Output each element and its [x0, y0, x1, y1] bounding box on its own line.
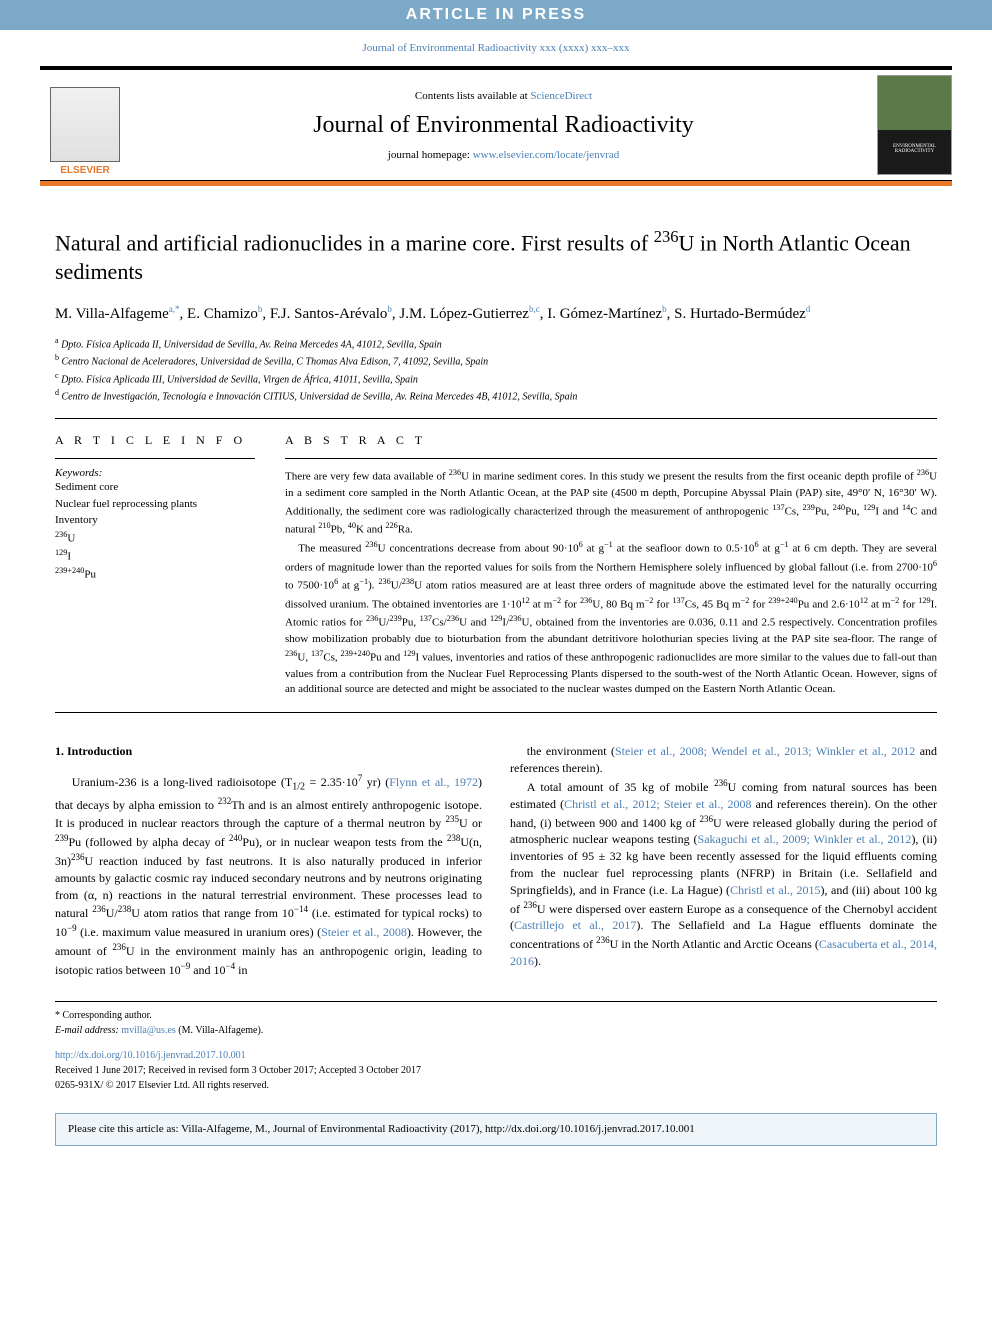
cover-thumb-text: ENVIRONMENTAL RADIOACTIVITY: [882, 144, 947, 154]
journal-title: Journal of Environmental Radioactivity: [130, 112, 877, 139]
elsevier-logo: ELSEVIER: [40, 70, 130, 180]
abstract-paragraph: There are very few data available of 236…: [285, 467, 937, 539]
email-link[interactable]: mvilla@us.es: [121, 1025, 175, 1036]
article-info-label: A R T I C L E I N F O: [55, 433, 255, 448]
affiliation-line: b Centro Nacional de Aceleradores, Unive…: [55, 352, 937, 369]
meta-row: A R T I C L E I N F O Keywords: Sediment…: [55, 433, 937, 698]
masthead: ELSEVIER Contents lists available at Sci…: [40, 69, 952, 181]
footnotes: * Corresponding author. E-mail address: …: [55, 1001, 937, 1038]
affiliation-line: d Centro de Investigación, Tecnología e …: [55, 387, 937, 404]
article-in-press-banner: ARTICLE IN PRESS: [0, 0, 992, 30]
introduction-heading: 1. Introduction: [55, 743, 482, 760]
email-label: E-mail address:: [55, 1025, 121, 1036]
elsevier-label: ELSEVIER: [60, 165, 109, 176]
keywords-list: Sediment coreNuclear fuel reprocessing p…: [55, 479, 255, 583]
rule-above-meta: [55, 418, 937, 419]
doi-block: http://dx.doi.org/10.1016/j.jenvrad.2017…: [55, 1048, 937, 1093]
keywords-rule: [55, 458, 255, 459]
contents-prefix: Contents lists available at: [415, 90, 530, 102]
issn-line: 0265-931X/ © 2017 Elsevier Ltd. All righ…: [55, 1080, 269, 1091]
elsevier-tree-icon: [50, 87, 120, 162]
journal-reference-line: Journal of Environmental Radioactivity x…: [0, 30, 992, 66]
affiliation-line: a Dpto. Física Aplicada II, Universidad …: [55, 335, 937, 352]
authors: M. Villa-Alfagemea,*, E. Chamizob, F.J. …: [55, 303, 937, 326]
body-column-right: the environment (Steier et al., 2008; We…: [510, 743, 937, 978]
corresponding-author: * Corresponding author.: [55, 1008, 937, 1023]
sciencedirect-link[interactable]: ScienceDirect: [530, 90, 592, 102]
keywords-label: Keywords:: [55, 467, 255, 479]
masthead-center: Contents lists available at ScienceDirec…: [130, 80, 877, 171]
body-column-left: 1. Introduction Uranium-236 is a long-li…: [55, 743, 482, 978]
rule-below-abstract: [55, 712, 937, 713]
journal-cover-thumbnail: ENVIRONMENTAL RADIOACTIVITY: [877, 75, 952, 175]
masthead-bottom-rule: [40, 181, 952, 186]
affiliations: a Dpto. Física Aplicada II, Universidad …: [55, 335, 937, 404]
affiliation-line: c Dpto. Física Aplicada III, Universidad…: [55, 370, 937, 387]
keywords-column: A R T I C L E I N F O Keywords: Sediment…: [55, 433, 255, 698]
email-line: E-mail address: mvilla@us.es (M. Villa-A…: [55, 1023, 937, 1038]
intro-left-paragraph: Uranium-236 is a long-lived radioisotope…: [55, 772, 482, 978]
abstract-text: There are very few data available of 236…: [285, 467, 937, 698]
doi-link[interactable]: http://dx.doi.org/10.1016/j.jenvrad.2017…: [55, 1050, 246, 1061]
abstract-rule: [285, 458, 937, 459]
article-container: Natural and artificial radionuclides in …: [55, 226, 937, 979]
article-title: Natural and artificial radionuclides in …: [55, 226, 937, 287]
abstract-column: A B S T R A C T There are very few data …: [285, 433, 937, 698]
abstract-label: A B S T R A C T: [285, 433, 937, 448]
homepage-prefix: journal homepage:: [388, 149, 473, 161]
intro-right-paragraph: the environment (Steier et al., 2008; We…: [510, 743, 937, 969]
homepage-link[interactable]: www.elsevier.com/locate/jenvrad: [473, 149, 620, 161]
homepage-line: journal homepage: www.elsevier.com/locat…: [130, 149, 877, 161]
received-line: Received 1 June 2017; Received in revise…: [55, 1065, 421, 1076]
abstract-paragraph: The measured 236U concentrations decreas…: [285, 539, 937, 698]
body-columns: 1. Introduction Uranium-236 is a long-li…: [55, 743, 937, 978]
cite-box: Please cite this article as: Villa-Alfag…: [55, 1113, 937, 1146]
email-suffix: (M. Villa-Alfageme).: [176, 1025, 264, 1036]
contents-line: Contents lists available at ScienceDirec…: [130, 90, 877, 102]
